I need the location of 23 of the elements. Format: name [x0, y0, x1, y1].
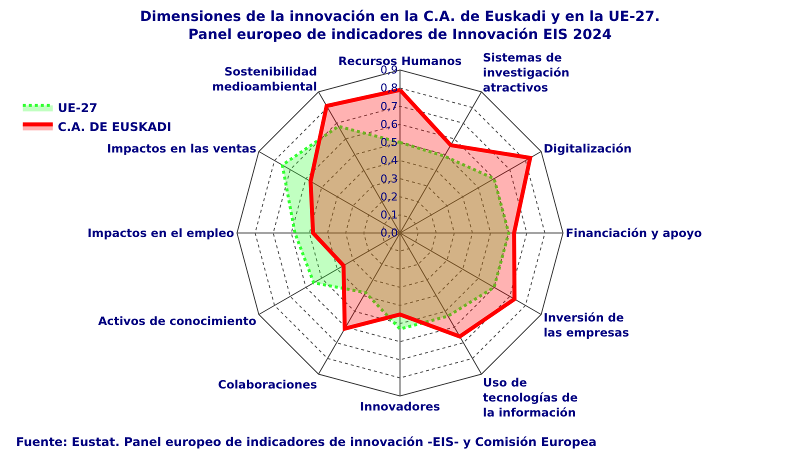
spoke-label: Impactos en el empleo	[87, 226, 234, 240]
legend-label: UE-27	[58, 101, 98, 115]
y-tick-label: 0,1	[380, 208, 398, 222]
y-tick-label: 0,4	[380, 154, 398, 168]
y-tick-label: 0,3	[380, 172, 398, 186]
y-tick-label: 0,2	[380, 190, 398, 204]
spoke-label: Sostenibilidad medioambiental	[212, 64, 318, 94]
spoke-label: Innovadores	[360, 399, 440, 414]
spoke-label: Inversión de las empresas	[544, 310, 630, 340]
spoke-label: Digitalización	[544, 141, 632, 156]
spoke-label: Colaboraciones	[218, 378, 318, 392]
spoke-label: Impactos en las ventas	[106, 141, 257, 156]
legend-label: C.A. DE EUSKADI	[58, 120, 172, 134]
spoke-label: Sistemas de investigación atractivos	[482, 50, 570, 94]
spoke-label: Activos de conocimiento	[98, 314, 257, 328]
chart-title: Dimensiones de la innovación en la C.A. de Euskadi y en la UE-27. Panel europeo de indicadores de Innovación EIS 2024	[140, 8, 660, 44]
spoke-label: Financiación y apoyo	[566, 226, 702, 240]
y-tick-label: 0,5	[380, 136, 398, 150]
y-tick-label: 0,6	[380, 118, 398, 131]
source-note: Fuente: Eustat. Panel europeo de indicadores de innovación -EIS- y Comisión Europea	[16, 435, 597, 449]
y-tick-label: 0,0	[380, 226, 398, 240]
spoke-label: Uso de tecnologías de la información	[482, 376, 578, 420]
y-tick-label: 0,7	[380, 100, 398, 113]
